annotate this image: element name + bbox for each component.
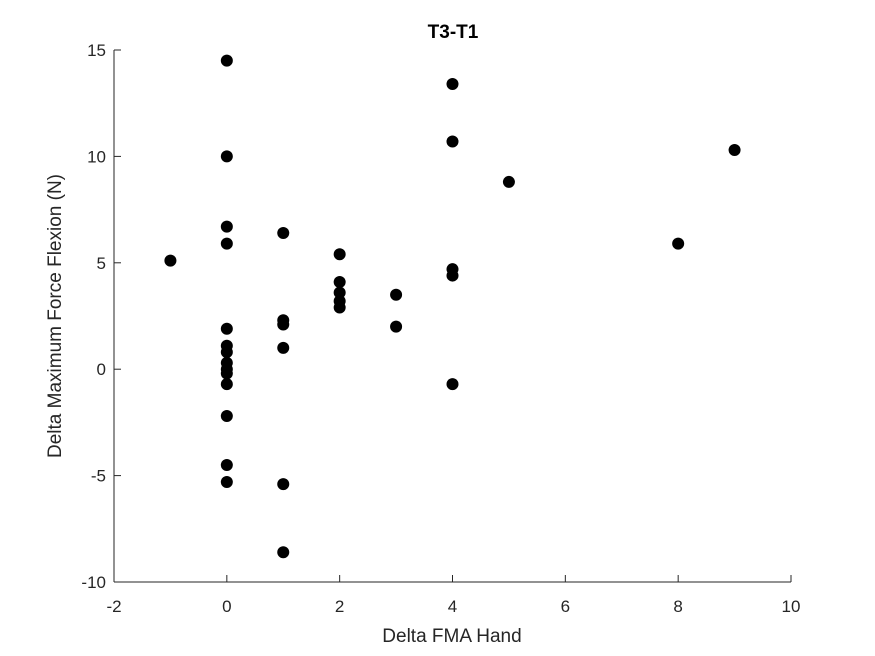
data-point — [220, 322, 233, 335]
y-axis-ticks: -10 -5 0 5 10 15 — [81, 41, 121, 592]
y-axis-label: Delta Maximum Force Flexion (N) — [45, 174, 66, 458]
plot-area — [113, 50, 791, 583]
data-point — [220, 458, 233, 471]
data-point — [728, 144, 741, 157]
data-point — [220, 378, 233, 391]
data-point — [220, 410, 233, 423]
x-tick-label: 4 — [448, 597, 457, 616]
y-tick-label: 5 — [97, 254, 106, 273]
data-point — [672, 237, 685, 250]
y-tick-label: -10 — [81, 573, 106, 592]
data-point — [333, 286, 346, 299]
x-tick-label: 0 — [222, 597, 231, 616]
x-tick-label: 8 — [673, 597, 682, 616]
data-point — [220, 220, 233, 233]
data-point — [502, 175, 515, 188]
y-tick-label: 15 — [87, 41, 106, 60]
data-point — [220, 54, 233, 67]
data-point — [446, 269, 459, 282]
y-tick-label: -5 — [91, 467, 106, 486]
data-point — [164, 254, 177, 267]
x-axis-ticks: -2 0 2 4 6 8 10 — [106, 575, 800, 616]
x-tick-label: 2 — [335, 597, 344, 616]
data-point — [220, 475, 233, 488]
x-tick-label: -2 — [106, 597, 121, 616]
data-point — [277, 227, 290, 240]
x-tick-label: 6 — [561, 597, 570, 616]
data-point — [446, 135, 459, 148]
data-point — [220, 237, 233, 250]
data-points — [164, 54, 741, 559]
data-point — [333, 248, 346, 261]
data-point — [277, 546, 290, 559]
y-tick-label: 10 — [87, 147, 106, 166]
data-point — [333, 275, 346, 288]
data-point — [277, 478, 290, 491]
data-point — [220, 150, 233, 163]
chart-title: T3-T1 — [428, 22, 479, 43]
y-tick-label: 0 — [97, 360, 106, 379]
x-axis-label: Delta FMA Hand — [382, 626, 521, 647]
data-point — [446, 378, 459, 391]
data-point — [277, 318, 290, 331]
data-point — [220, 346, 233, 359]
x-tick-label: 10 — [782, 597, 801, 616]
data-point — [390, 288, 403, 301]
data-point — [220, 367, 233, 380]
data-point — [446, 78, 459, 91]
data-point — [277, 341, 290, 354]
data-point — [333, 301, 346, 314]
data-point — [390, 320, 403, 333]
